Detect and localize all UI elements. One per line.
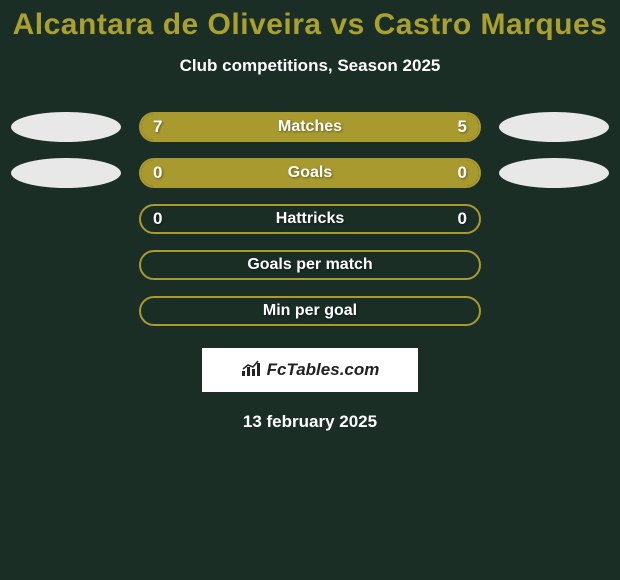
spacer	[11, 296, 121, 326]
stat-row: Min per goal	[0, 296, 620, 326]
spacer	[11, 250, 121, 280]
stat-row: 0 Hattricks 0	[0, 204, 620, 234]
player-marker-left	[11, 158, 121, 188]
stat-label: Goals	[288, 164, 332, 182]
page-title: Alcantara de Oliveira vs Castro Marques	[0, 8, 620, 42]
stat-bar: 0 Hattricks 0	[139, 204, 481, 234]
stat-row: 7 Matches 5	[0, 112, 620, 142]
spacer	[499, 250, 609, 280]
comparison-card: Alcantara de Oliveira vs Castro Marques …	[0, 0, 620, 432]
stat-bar: 7 Matches 5	[139, 112, 481, 142]
brand-text: FcTables.com	[267, 360, 380, 380]
chart-icon	[241, 359, 263, 382]
stat-bar: Min per goal	[139, 296, 481, 326]
stat-value-right: 0	[458, 163, 467, 183]
stat-value-right: 0	[458, 209, 467, 229]
player-marker-right	[499, 158, 609, 188]
stat-value-left: 0	[153, 209, 162, 229]
stat-row: Goals per match	[0, 250, 620, 280]
stat-value-right: 5	[458, 117, 467, 137]
stat-bar: Goals per match	[139, 250, 481, 280]
stat-label: Matches	[278, 118, 342, 136]
stat-value-left: 0	[153, 163, 162, 183]
stat-value-left: 7	[153, 117, 162, 137]
spacer	[11, 204, 121, 234]
spacer	[499, 204, 609, 234]
stat-rows: 7 Matches 5 0 Goals 0 0 Hattricks 0 Goals per mat…	[0, 112, 620, 326]
spacer	[499, 296, 609, 326]
player-marker-left	[11, 112, 121, 142]
stat-bar: 0 Goals 0	[139, 158, 481, 188]
stat-label: Hattricks	[276, 210, 344, 228]
subtitle: Club competitions, Season 2025	[0, 56, 620, 76]
date-stamp: 13 february 2025	[0, 412, 620, 432]
stat-label: Min per goal	[263, 302, 357, 320]
brand-logo[interactable]: FcTables.com	[202, 348, 418, 392]
stat-row: 0 Goals 0	[0, 158, 620, 188]
player-marker-right	[499, 112, 609, 142]
stat-label: Goals per match	[247, 256, 372, 274]
